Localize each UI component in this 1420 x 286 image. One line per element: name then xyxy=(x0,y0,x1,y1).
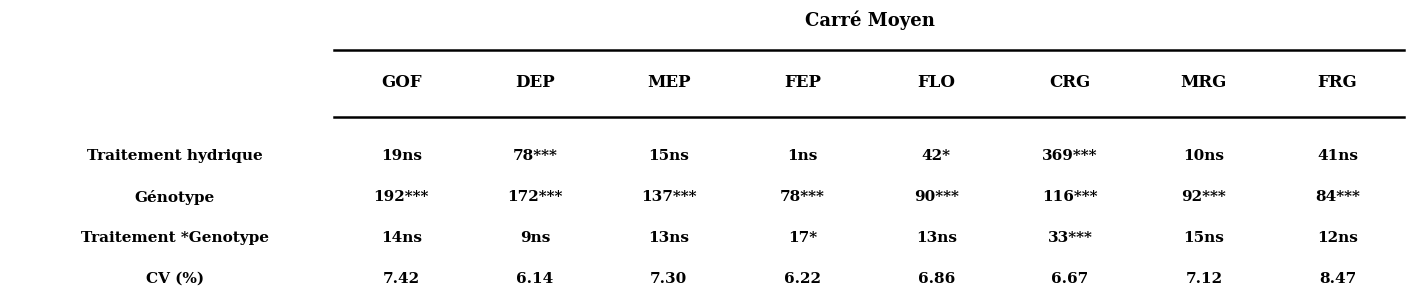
Text: 369***: 369*** xyxy=(1042,149,1098,163)
Text: 192***: 192*** xyxy=(373,190,429,204)
Text: 17*: 17* xyxy=(788,231,816,245)
Text: 15ns: 15ns xyxy=(1183,231,1224,245)
Text: 7.30: 7.30 xyxy=(650,272,687,286)
Text: 15ns: 15ns xyxy=(649,149,689,163)
Text: 9ns: 9ns xyxy=(520,231,550,245)
Text: 19ns: 19ns xyxy=(381,149,422,163)
Text: Carré Moyen: Carré Moyen xyxy=(805,11,934,30)
Text: Génotype: Génotype xyxy=(135,190,214,204)
Text: 8.47: 8.47 xyxy=(1319,272,1356,286)
Text: 92***: 92*** xyxy=(1181,190,1227,204)
Text: GOF: GOF xyxy=(381,74,422,92)
Text: 33***: 33*** xyxy=(1048,231,1092,245)
Text: 7.12: 7.12 xyxy=(1186,272,1223,286)
Text: DEP: DEP xyxy=(515,74,555,92)
Text: 42*: 42* xyxy=(922,149,951,163)
Text: CRG: CRG xyxy=(1049,74,1091,92)
Text: FLO: FLO xyxy=(917,74,956,92)
Text: FEP: FEP xyxy=(784,74,821,92)
Text: 10ns: 10ns xyxy=(1183,149,1224,163)
Text: 84***: 84*** xyxy=(1315,190,1360,204)
Text: 14ns: 14ns xyxy=(381,231,422,245)
Text: 6.22: 6.22 xyxy=(784,272,821,286)
Text: CV (%): CV (%) xyxy=(146,272,204,286)
Text: 41ns: 41ns xyxy=(1318,149,1358,163)
Text: 7.42: 7.42 xyxy=(383,272,420,286)
Text: 137***: 137*** xyxy=(640,190,697,204)
Text: MEP: MEP xyxy=(648,74,690,92)
Text: 6.67: 6.67 xyxy=(1051,272,1089,286)
Text: Traitement *Genotype: Traitement *Genotype xyxy=(81,231,268,245)
Text: 78***: 78*** xyxy=(513,149,558,163)
Text: 90***: 90*** xyxy=(914,190,958,204)
Text: 78***: 78*** xyxy=(780,190,825,204)
Text: Traitement hydrique: Traitement hydrique xyxy=(87,149,263,163)
Text: 6.86: 6.86 xyxy=(917,272,954,286)
Text: 1ns: 1ns xyxy=(787,149,818,163)
Text: MRG: MRG xyxy=(1180,74,1227,92)
Text: 6.14: 6.14 xyxy=(517,272,554,286)
Text: 12ns: 12ns xyxy=(1318,231,1358,245)
Text: 13ns: 13ns xyxy=(916,231,957,245)
Text: 13ns: 13ns xyxy=(649,231,689,245)
Text: 116***: 116*** xyxy=(1042,190,1098,204)
Text: FRG: FRG xyxy=(1318,74,1358,92)
Text: 172***: 172*** xyxy=(507,190,562,204)
